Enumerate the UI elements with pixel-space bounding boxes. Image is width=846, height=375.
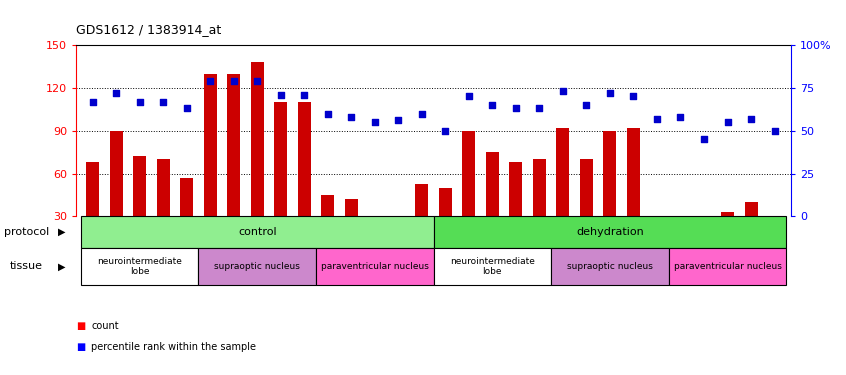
Bar [228,74,240,216]
Text: percentile rank within the sample: percentile rank within the sample [91,342,256,352]
Bar [316,248,433,285]
Bar [204,74,217,216]
Point [651,116,664,122]
Bar [509,162,522,216]
Point [227,78,240,84]
Text: neurointermediate
lobe: neurointermediate lobe [97,256,182,276]
Point [627,93,640,99]
Point [580,102,593,108]
Point [203,78,217,84]
Bar [698,216,711,245]
Point [321,111,334,117]
Point [180,105,194,111]
Bar [81,216,433,248]
Bar [81,248,199,285]
Bar [603,131,617,216]
Bar [627,128,640,216]
Text: ■: ■ [76,321,85,331]
Point [392,117,405,123]
Text: tissue: tissue [10,261,43,271]
Point [768,128,782,134]
Bar [274,102,287,216]
Point [157,99,170,105]
Point [274,92,288,98]
Bar [250,62,264,216]
Bar [651,216,663,234]
Point [133,99,146,105]
Point [344,114,358,120]
Bar [180,178,193,216]
Point [533,105,547,111]
Text: ▶: ▶ [58,227,65,237]
Bar [668,248,786,285]
Point [438,128,452,134]
Point [744,116,758,122]
Text: ▶: ▶ [58,261,65,271]
Bar [744,202,757,216]
Bar [439,188,452,216]
Bar [463,131,475,216]
Point [486,102,499,108]
Bar [86,162,99,216]
Bar [433,248,551,285]
Text: paraventricular nucleus: paraventricular nucleus [673,262,782,271]
Bar [415,184,428,216]
Bar [199,248,316,285]
Point [697,136,711,142]
Text: neurointermediate
lobe: neurointermediate lobe [450,256,535,276]
Point [250,78,264,84]
Bar [768,216,781,245]
Bar [433,216,786,248]
Bar [110,131,123,216]
Bar [345,199,358,216]
Text: GDS1612 / 1383914_at: GDS1612 / 1383914_at [76,22,222,36]
Bar [133,156,146,216]
Text: dehydration: dehydration [576,227,644,237]
Point [298,92,311,98]
Bar [557,128,569,216]
Text: ■: ■ [76,342,85,352]
Point [368,119,382,125]
Text: protocol: protocol [4,227,49,237]
Text: paraventricular nucleus: paraventricular nucleus [321,262,429,271]
Bar [157,159,169,216]
Text: count: count [91,321,119,331]
Point [721,119,734,125]
Point [415,111,429,117]
Point [109,90,123,96]
Point [673,114,687,120]
Bar [298,102,310,216]
Text: supraoptic nucleus: supraoptic nucleus [567,262,653,271]
Bar [533,159,546,216]
Text: supraoptic nucleus: supraoptic nucleus [214,262,300,271]
Text: control: control [238,227,277,237]
Point [509,105,523,111]
Point [462,93,475,99]
Point [603,90,617,96]
Bar [321,195,334,216]
Bar [674,216,687,234]
Bar [580,159,593,216]
Bar [551,248,668,285]
Point [85,99,99,105]
Point [556,88,569,94]
Bar [721,212,734,216]
Bar [486,152,499,216]
